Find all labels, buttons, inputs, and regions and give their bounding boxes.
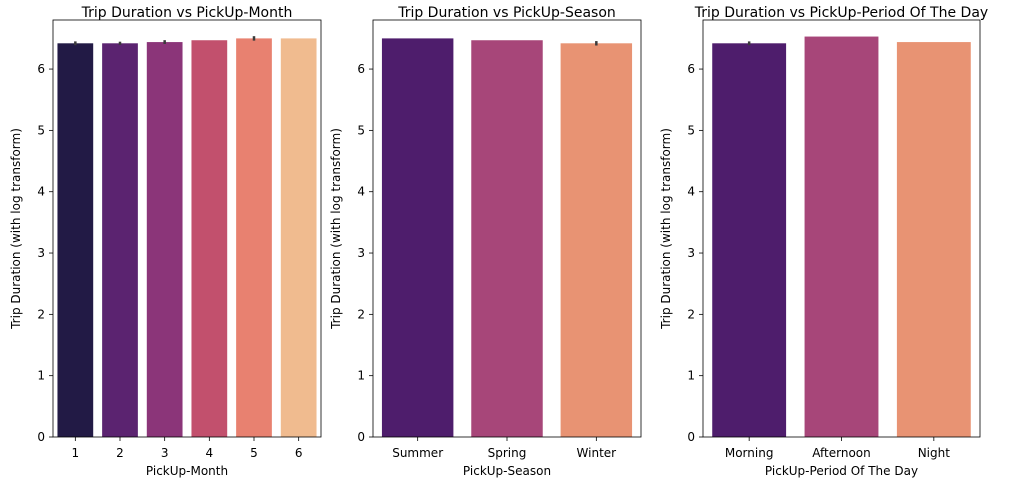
bar [191,40,228,438]
x-tick-label: 5 [250,446,258,460]
y-tick-label: 2 [37,307,45,321]
x-tick-label: 3 [161,446,169,460]
x-tick-label: Spring [488,446,527,460]
y-tick-label: 3 [687,246,695,260]
axes-frame [372,19,642,438]
bar [560,43,633,437]
y-tick-label: 0 [687,430,695,444]
bar [102,43,138,437]
bar [57,43,94,437]
y-tick-label: 5 [687,123,695,137]
y-tick-label: 6 [687,62,695,76]
x-tick-label: 6 [295,446,303,460]
bar [804,36,879,438]
bar [236,38,272,437]
chart-title: Trip Duration vs PickUp-Season [397,5,616,21]
bar [712,43,787,437]
y-tick-label: 3 [37,246,45,260]
x-tick-label: 2 [116,446,124,460]
x-tick-label: Winter [577,446,617,460]
y-tick-label: 2 [357,307,365,321]
y-tick-label: 2 [687,307,695,321]
x-axis-label: PickUp-Season [463,464,551,478]
x-axis-label: PickUp-Period Of The Day [765,464,918,478]
y-tick-label: 6 [357,62,365,76]
y-tick-label: 4 [37,185,45,199]
x-axis-label: PickUp-Month [146,464,228,478]
x-tick-label: 4 [206,446,214,460]
y-tick-label: 5 [37,123,45,137]
x-tick-label: Afternoon [812,446,871,460]
chart-title: Trip Duration vs PickUp-Period Of The Da… [694,5,988,21]
y-tick-label: 1 [687,369,695,383]
chart-panel-3: Morning Afternoon Night 0 1 2 3 4 5 6 Trip Duratio… [659,5,988,478]
chart-title: Trip Duration vs PickUp-Month [81,5,293,21]
y-tick-label: 1 [37,369,45,383]
bar [471,40,543,438]
x-tick-label: Summer [392,446,443,460]
y-tick-label: 0 [357,430,365,444]
y-tick-label: 1 [357,369,365,383]
y-axis-label: Trip Duration (with log transform) [9,128,23,330]
x-tick-label: 1 [72,446,80,460]
bar [146,42,183,437]
y-tick-label: 4 [357,185,365,199]
y-tick-label: 4 [687,185,695,199]
x-tick-label: Morning [725,446,774,460]
y-axis-label: Trip Duration (with log transform) [659,128,673,330]
y-tick-label: 6 [37,62,45,76]
y-tick-label: 3 [357,246,365,260]
chart-panel-2: Summer Spring Winter 0 1 2 3 4 5 6 Trip Duration v… [329,5,642,478]
bar [280,38,317,437]
chart-panel-1: 1 2 3 4 5 6 0 1 2 3 4 5 6 Trip Duration vs PickUp-Mon… [9,5,322,478]
axes-frame [702,19,981,438]
bar [896,42,971,437]
y-tick-label: 5 [357,123,365,137]
x-tick-label: Night [918,446,951,460]
y-tick-label: 0 [37,430,45,444]
y-axis-label: Trip Duration (with log transform) [329,128,343,330]
axes-frame [52,19,322,438]
bar [381,38,454,437]
